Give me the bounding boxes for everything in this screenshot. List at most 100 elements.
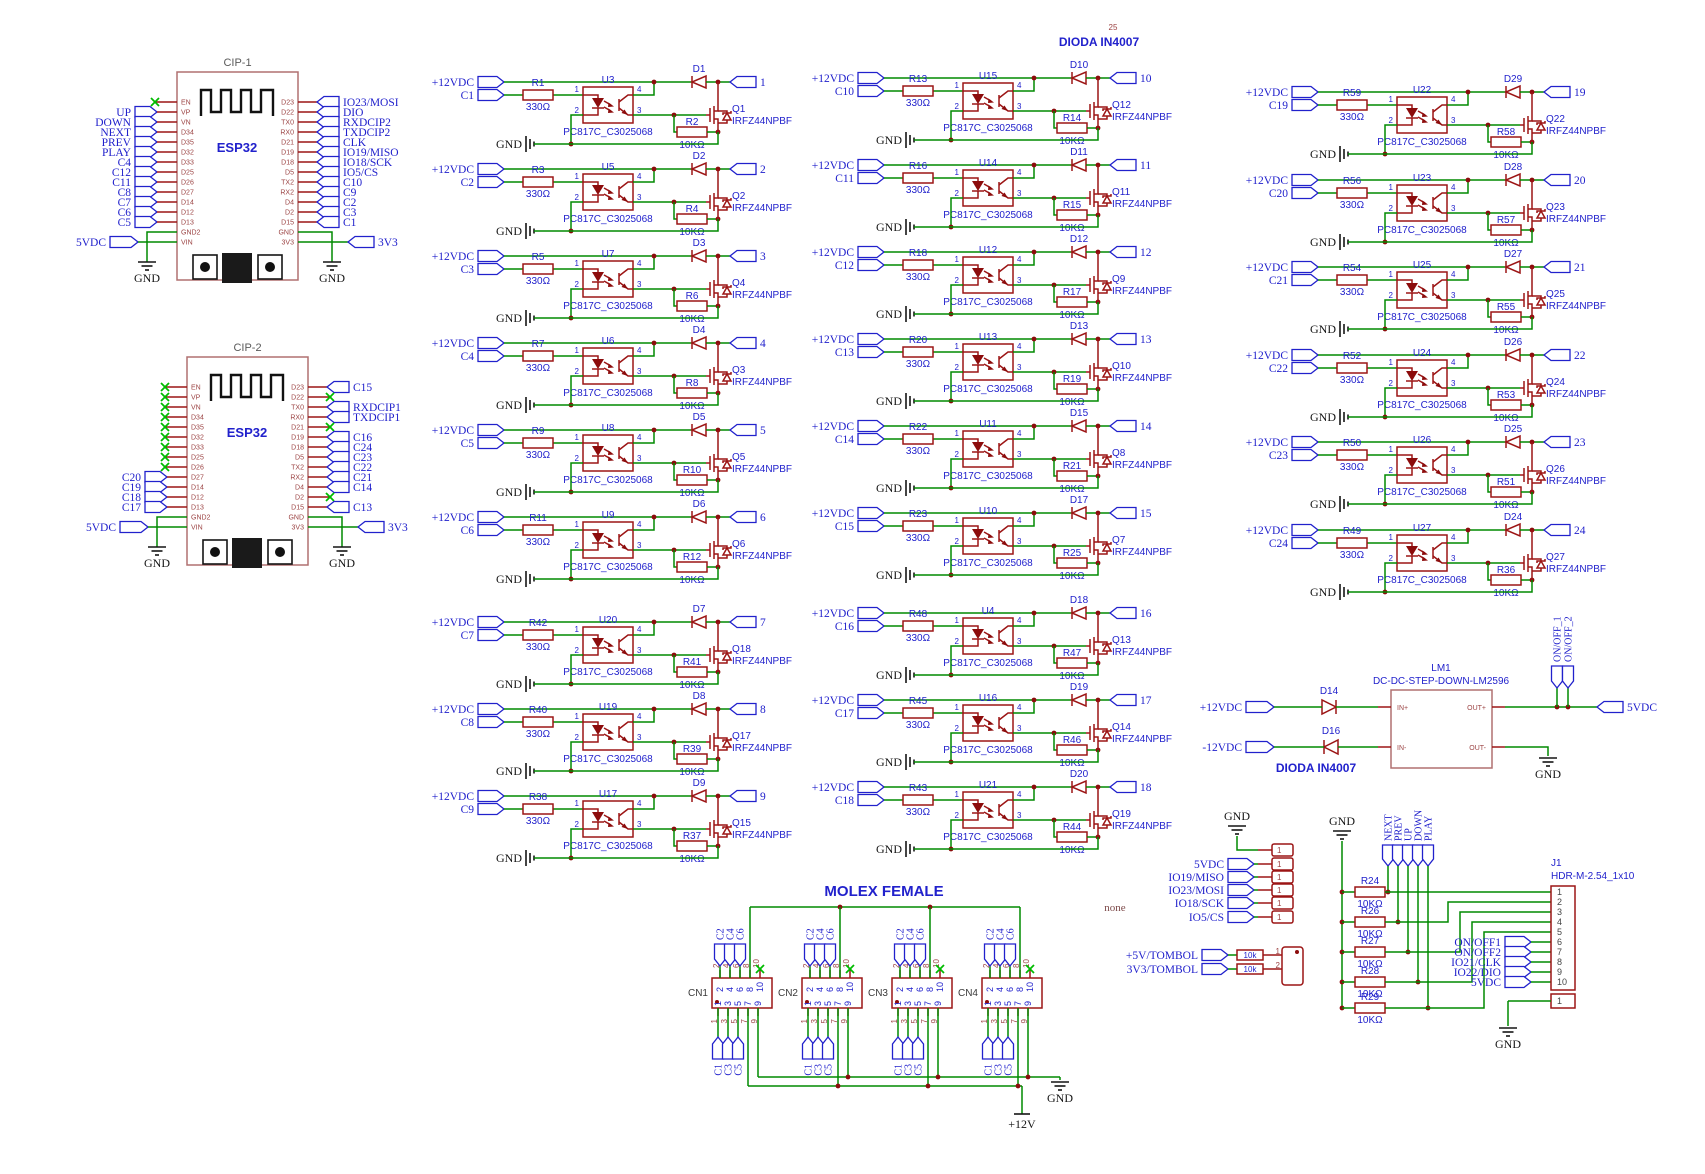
dcdc-module[interactable] [1390,689,1493,769]
gpio-port[interactable] [134,175,159,189]
power-port[interactable] [119,520,150,534]
control-port[interactable] [477,349,506,363]
resistor[interactable] [522,629,554,641]
header-body[interactable] [1550,885,1576,991]
resistor[interactable] [1056,831,1088,843]
power-port[interactable] [477,789,506,803]
power-port[interactable] [477,702,506,716]
resistor[interactable] [676,387,708,399]
signal-port[interactable] [1227,896,1256,910]
power-port[interactable] [1245,740,1276,754]
cable-port[interactable] [993,943,1007,968]
power-port[interactable] [1291,435,1320,449]
control-port[interactable] [477,88,506,102]
cable-port[interactable] [813,943,827,968]
gpio-port[interactable] [315,205,340,219]
control-port[interactable] [477,262,506,276]
resistor[interactable] [1336,449,1368,461]
power-port[interactable] [1291,260,1320,274]
gpio-port[interactable] [315,195,340,209]
output-port[interactable] [1542,435,1571,449]
gpio-port[interactable] [134,195,159,209]
resistor[interactable] [902,707,934,719]
esp32-module-CIP-1[interactable]: CIP-1 ESP32 EN D23 IO23/MOSI VP UP D22 DIO VN DOWN… [76,57,399,285]
cable-port[interactable] [731,1035,745,1060]
gpio-port[interactable] [134,125,159,139]
control-port[interactable] [477,175,506,189]
resistor[interactable] [902,85,934,97]
resistor[interactable] [1490,311,1522,323]
power-port[interactable] [109,235,140,249]
output-port[interactable] [728,789,757,803]
power-port[interactable] [1245,700,1276,714]
output-port[interactable] [728,162,757,176]
gpio-port[interactable] [325,380,350,394]
signal-port[interactable] [1504,945,1533,959]
resistor[interactable] [676,840,708,852]
gpio-port[interactable] [134,155,159,169]
control-port[interactable] [477,523,506,537]
control-port[interactable] [1561,665,1575,690]
output-port[interactable] [1108,245,1137,259]
resistor[interactable] [1354,886,1386,898]
optocoupler[interactable] [962,517,1014,555]
resistor[interactable] [1490,399,1522,411]
gpio-port[interactable] [134,145,159,159]
power-port[interactable] [857,506,886,520]
gpio-port[interactable] [315,215,340,229]
diode[interactable] [1070,692,1087,708]
cable-port[interactable] [811,1035,825,1060]
gpio-port[interactable] [325,460,350,474]
signal-port[interactable] [1227,870,1256,884]
gpio-port[interactable] [134,205,159,219]
cable-port[interactable] [821,1035,835,1060]
control-port[interactable] [477,715,506,729]
output-port[interactable] [1542,85,1571,99]
gpio-port[interactable] [325,440,350,454]
cable-port[interactable] [891,1035,905,1060]
resistor[interactable] [676,213,708,225]
output-port[interactable] [728,423,757,437]
optocoupler[interactable] [582,434,634,472]
connector-CN2[interactable]: CN2 2 2 1 1 4 4 3 3 6 6 5 5 8 8 7 7 10 10 9 9 C2 C1 C4 C3 C6 C5 [778,907,863,1086]
power-port[interactable] [1291,523,1320,537]
cable-port[interactable] [991,1035,1005,1060]
power-port[interactable] [477,615,506,629]
optocoupler[interactable] [1396,534,1448,572]
power-port[interactable] [857,245,886,259]
signal-port[interactable] [1227,910,1256,924]
pin-header[interactable] [1271,896,1294,910]
resistor[interactable] [1056,657,1088,669]
optocoupler[interactable] [582,626,634,664]
resistor[interactable] [1056,296,1088,308]
cable-port[interactable] [801,1035,815,1060]
cable-port[interactable] [893,943,907,968]
optocoupler[interactable] [1396,271,1448,309]
gpio-port[interactable] [325,500,350,514]
resistor[interactable] [1354,916,1386,928]
control-port[interactable] [1291,186,1320,200]
output-port[interactable] [728,510,757,524]
output-port[interactable] [1108,419,1137,433]
control-port[interactable] [857,84,886,98]
resistor[interactable] [676,561,708,573]
diode[interactable] [1070,331,1087,347]
resistor[interactable] [1336,274,1368,286]
pin-header[interactable] [1271,910,1294,924]
diode[interactable] [1070,244,1087,260]
resistor[interactable] [1056,470,1088,482]
resistor[interactable] [1354,976,1386,988]
power-port[interactable] [857,419,886,433]
resistor[interactable] [522,524,554,536]
button-port[interactable] [1401,844,1415,868]
power-port[interactable] [356,520,385,534]
button-port[interactable] [1421,844,1435,868]
pin-header[interactable] [1271,843,1294,857]
cable-port[interactable] [913,943,927,968]
power-port[interactable] [477,75,506,89]
resistor[interactable] [522,176,554,188]
resistor[interactable] [902,259,934,271]
pin-header[interactable] [1271,883,1294,897]
gpio-port[interactable] [134,115,159,129]
connector-CN3[interactable]: CN3 2 2 1 1 4 4 3 3 6 6 5 5 8 8 7 7 10 10 9 9 C2 C1 C4 C3 C6 C5 [868,907,953,1086]
